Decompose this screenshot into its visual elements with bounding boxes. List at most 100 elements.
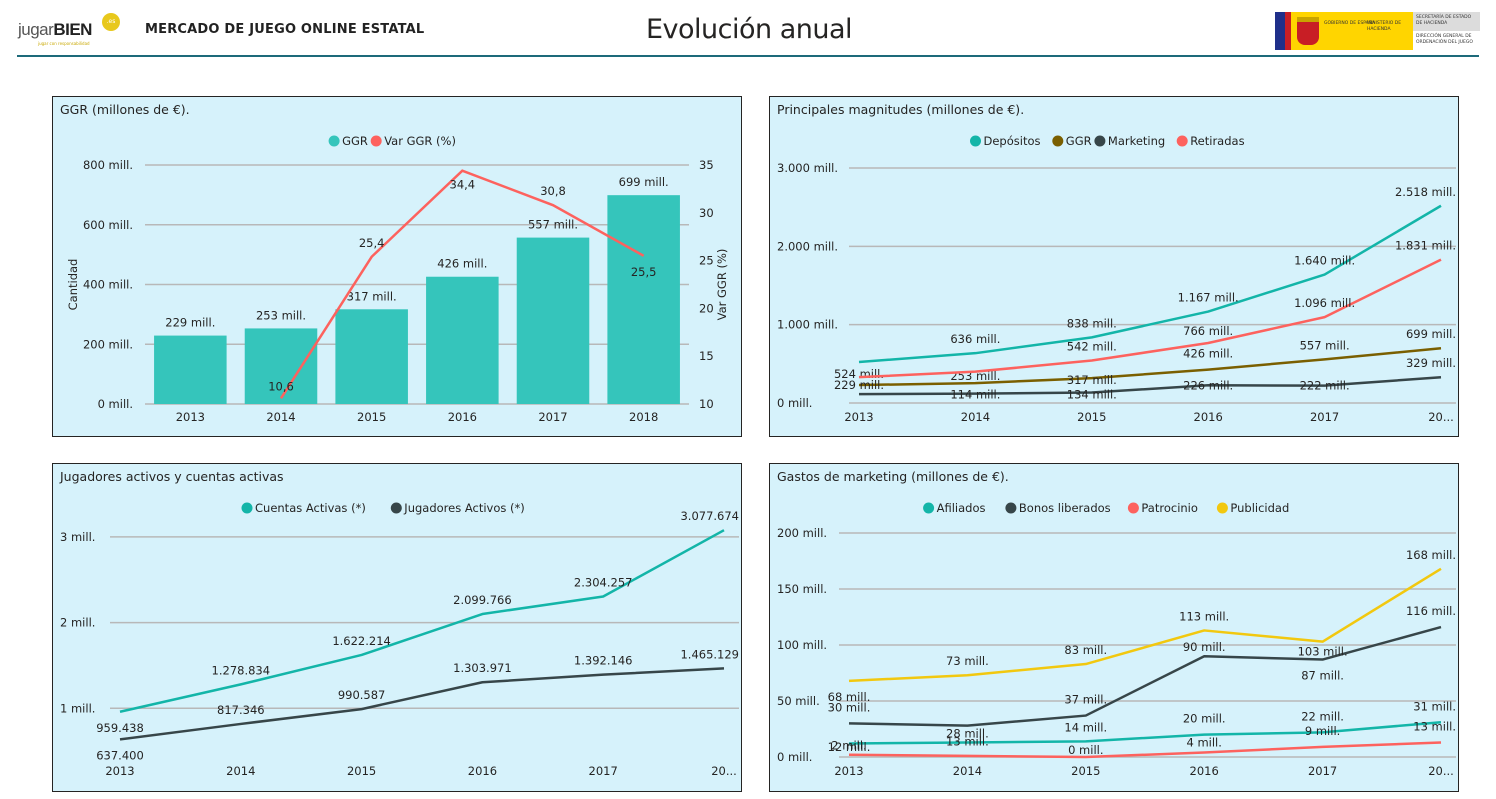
data-label-depositos-2: 838 mill. [1067, 316, 1117, 330]
data-label-bonos-liberados-1: 28 mill. [946, 727, 989, 741]
spain-flag-stripe [1285, 12, 1291, 50]
data-label-var-ggr-2015: 25,4 [359, 236, 385, 250]
data-label-cuentas-activas-0: 959.438 [96, 721, 144, 735]
data-label-ggr-2015: 317 mill. [347, 289, 397, 303]
x-tick-label: 2015 [1071, 764, 1100, 778]
y-tick-label: 0 mill. [777, 396, 812, 410]
legend-label-ggr: GGR [342, 134, 368, 148]
x-tick-label: 2018 [629, 410, 658, 424]
data-label-bonos-liberados-5: 116 mill. [1406, 604, 1456, 618]
ggr-chart-title: GGR (millones de €). [60, 102, 190, 117]
legend-marker-publicidad [1216, 502, 1228, 514]
legend-label-cuentas-activas: Cuentas Activas (*) [255, 501, 366, 515]
legend-label-depositos: Depósitos [984, 134, 1041, 148]
ggr-chart: GGR Var GGR (%) 0 mill. 200 mill. 400 mill. 6… [66, 134, 729, 424]
y2-tick-label: 35 [699, 158, 714, 172]
x-tick-label: 2013 [834, 764, 863, 778]
y-tick-label: 0 mill. [777, 750, 812, 764]
marketing-chart-title: Gastos de marketing (millones de €). [777, 469, 1009, 484]
data-label-marketing-3: 226 mill. [1183, 378, 1233, 392]
x-tick-label: 2013 [105, 764, 134, 778]
line-retiradas [858, 258, 1442, 379]
line-depositos [858, 204, 1442, 364]
data-label-afiliados-4: 22 mill. [1301, 709, 1344, 723]
y2-tick-label: 20 [699, 301, 714, 315]
ggr-chart-panel[interactable]: GGR (millones de €). GGR Var GGR (%) 0 mil… [52, 96, 742, 437]
coat-of-arms-icon [1297, 17, 1319, 45]
gov-text-secretaria: SECRETARÍA DE ESTADO DE HACIENDA [1413, 12, 1480, 31]
bar-ggr-2014 [244, 328, 318, 404]
y-tick-label: 400 mill. [83, 278, 133, 292]
x-tick-label: 2015 [347, 764, 376, 778]
x-tick-label: 2015 [1077, 410, 1106, 424]
line-jugadores-activos [119, 667, 725, 741]
y-tick-label: 2 mill. [60, 616, 95, 630]
data-label-afiliados-1: 13 mill. [946, 734, 989, 748]
eu-flag-icon [1275, 12, 1285, 50]
legend-marker-jugadores-activos [390, 502, 402, 514]
legend-marker-afiliados [923, 502, 935, 514]
data-label-afiliados-0: 2 mill. [831, 739, 866, 753]
y-tick-label: 800 mill. [83, 158, 133, 172]
logo-bold-text: BIEN [53, 20, 92, 39]
x-tick-label: 2014 [953, 764, 982, 778]
data-label-publicidad-1: 73 mill. [946, 654, 989, 668]
data-label-var-ggr-2014: 10,6 [268, 379, 294, 393]
magnitudes-chart-panel[interactable]: Principales magnitudes (millones de €). … [769, 96, 1459, 437]
data-label-marketing-4: 222 mill. [1300, 379, 1350, 393]
y-tick-label: 0 mill. [98, 397, 133, 411]
marketing-chart: Afiliados Bonos liberados Patrocinio Public… [777, 501, 1456, 778]
legend-label-var-ggr: Var GGR (%) [384, 134, 456, 148]
legend-marker-ggr [1052, 135, 1064, 147]
data-label-publicidad-0: 68 mill. [828, 690, 871, 704]
line-afiliados [848, 721, 1442, 745]
data-label-retiradas-2: 542 mill. [1067, 340, 1117, 354]
data-label-depositos-4: 1.640 mill. [1294, 254, 1355, 268]
gov-text-gobierno: GOBIERNO DE ESPAÑA [1324, 21, 1376, 26]
legend-marker-var-ggr [370, 135, 382, 147]
data-label-retiradas-3: 766 mill. [1183, 324, 1233, 338]
y2-tick-label: 15 [699, 349, 714, 363]
y-tick-label: 3.000 mill. [777, 161, 838, 175]
legend-label-publicidad: Publicidad [1230, 501, 1289, 515]
data-label-var-ggr-2018: 25,5 [631, 265, 657, 279]
data-label-cuentas-activas-3: 2.099.766 [453, 593, 512, 607]
y-tick-label: 50 mill. [777, 694, 820, 708]
x-tick-label: 2014 [226, 764, 255, 778]
y-tick-label: 200 mill. [83, 337, 133, 351]
legend-marker-cuentas-activas [241, 502, 253, 514]
y-tick-label: 2.000 mill. [777, 239, 838, 253]
x-tick-label: 2017 [1310, 410, 1339, 424]
jugarbien-logo[interactable]: jugarBIEN .es jugar con responsabilidad [18, 12, 123, 48]
data-label-ggr-2014: 253 mill. [256, 308, 306, 322]
x-tick-label: 2016 [448, 410, 477, 424]
x-tick-label: 2014 [266, 410, 295, 424]
data-label-publicidad-4: 103 mill. [1298, 645, 1348, 659]
line-marketing [858, 375, 1442, 396]
legend-label-jugadores-activos: Jugadores Activos (*) [403, 501, 524, 515]
data-label-patrocinio-4: 9 mill. [1305, 724, 1340, 738]
jugadores-chart-title: Jugadores activos y cuentas activas [60, 469, 284, 484]
x-tick-label: 2014 [961, 410, 990, 424]
data-label-cuentas-activas-1: 1.278.834 [212, 663, 271, 677]
data-label-bonos-liberados-2: 37 mill. [1064, 693, 1107, 707]
data-label-marketing-2: 134 mill. [1067, 388, 1117, 402]
data-label-jugadores-activos-5: 1.465.129 [680, 647, 739, 661]
data-label-afiliados-3: 20 mill. [1183, 712, 1226, 726]
line-ggr [858, 347, 1442, 387]
data-label-ggr-2013: 229 mill. [165, 316, 215, 330]
data-label-patrocinio-0: 12 mill. [828, 740, 871, 754]
data-label-depositos-1: 636 mill. [950, 332, 1000, 346]
data-label-afiliados-2: 14 mill. [1064, 720, 1107, 734]
jugadores-chart-panel[interactable]: Jugadores activos y cuentas activas Cuen… [52, 463, 742, 792]
data-label-ggr-2017: 557 mill. [528, 218, 578, 232]
line-var-ggr [279, 169, 645, 399]
x-tick-label: 2013 [844, 410, 873, 424]
marketing-chart-panel[interactable]: Gastos de marketing (millones de €). Afi… [769, 463, 1459, 792]
legend-marker-marketing [1094, 135, 1106, 147]
jugadores-chart: Cuentas Activas (*) Jugadores Activos (*)… [60, 501, 739, 778]
bar-ggr-2018 [607, 195, 680, 404]
legend-label-patrocinio: Patrocinio [1141, 501, 1198, 515]
legend-label-afiliados: Afiliados [937, 501, 986, 515]
data-label-ggr-2016: 426 mill. [437, 257, 487, 271]
